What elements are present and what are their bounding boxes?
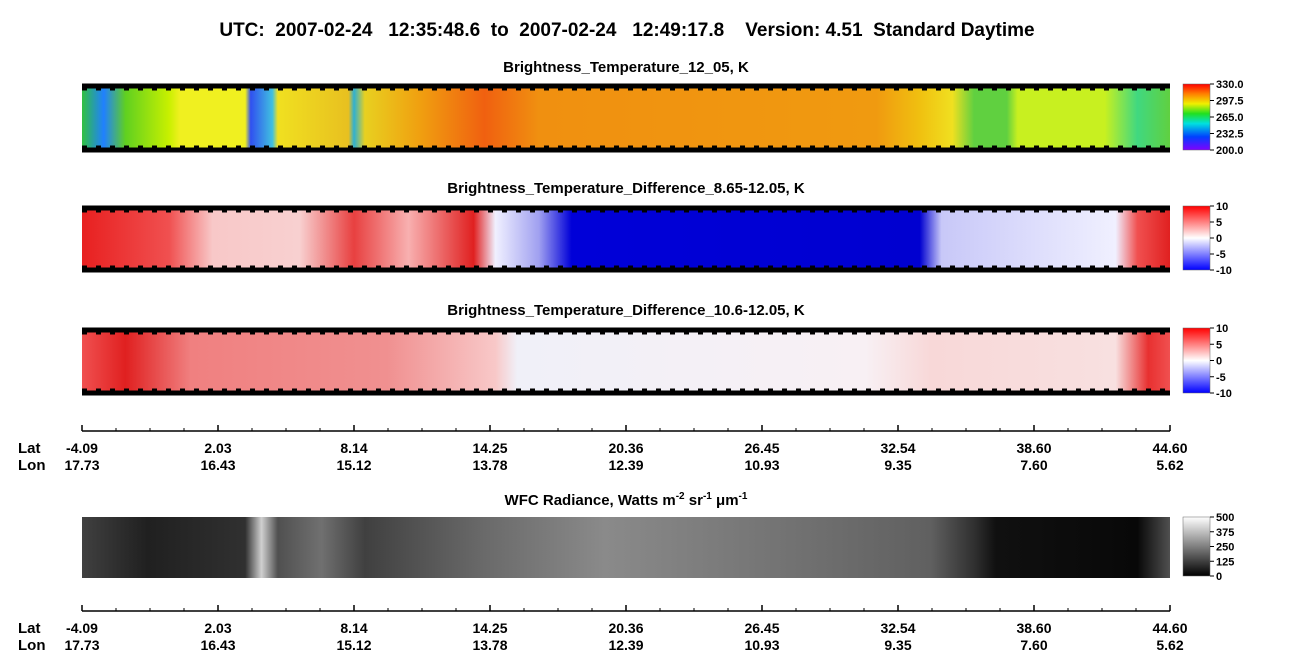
- colorbar-label: 375: [1216, 527, 1234, 539]
- figure-title: UTC: 2007-02-24 12:35:48.6 to 2007-02-24…: [219, 20, 1034, 41]
- lon-value: 12.39: [608, 637, 643, 653]
- colorbar-label: 0: [1216, 571, 1222, 583]
- image-panel: [82, 517, 1170, 578]
- colorbar: [1182, 327, 1211, 394]
- title-superscript: -1: [739, 491, 748, 502]
- panel-title: Brightness_Temperature_Difference_10.6-1…: [447, 302, 805, 319]
- image-panel: [82, 84, 1170, 152]
- lon-value: 13.78: [472, 637, 507, 653]
- colorbar-label: 5: [1216, 217, 1222, 229]
- colorbar-label: 232.5: [1216, 129, 1244, 141]
- colorbar: [1182, 516, 1211, 577]
- lon-value: 15.12: [336, 457, 371, 473]
- lon-value: 9.35: [884, 637, 911, 653]
- image-panel: [82, 206, 1170, 272]
- panel-title: Brightness_Temperature_Difference_8.65-1…: [447, 180, 805, 197]
- title-text: Brightness_Temperature_Difference_10.6-1…: [447, 302, 805, 319]
- panel-title: Brightness_Temperature_12_05, K: [503, 59, 749, 76]
- lon-value: 7.60: [1020, 637, 1047, 653]
- title-text: μm: [712, 492, 739, 509]
- panel-title: WFC Radiance, Watts m-2 sr-1 μm-1: [505, 491, 748, 509]
- colorbar-label: 265.0: [1216, 112, 1244, 124]
- lat-value: 8.14: [340, 440, 367, 456]
- colorbar-label: -5: [1216, 372, 1226, 384]
- lon-value: 10.93: [744, 457, 779, 473]
- lat-value: 26.45: [744, 620, 779, 636]
- lon-value: 16.43: [200, 637, 235, 653]
- lat-value: 14.25: [472, 620, 507, 636]
- lon-value: 16.43: [200, 457, 235, 473]
- colorbar-label: -5: [1216, 249, 1226, 261]
- colorbar-label: 297.5: [1216, 96, 1244, 108]
- lon-value: 13.78: [472, 457, 507, 473]
- colorbar: [1182, 83, 1211, 151]
- lon-value: 10.93: [744, 637, 779, 653]
- lat-label: Lat: [18, 440, 41, 457]
- lat-value: 20.36: [608, 440, 643, 456]
- lon-label: Lon: [18, 637, 46, 654]
- title-text: Brightness_Temperature_Difference_8.65-1…: [447, 180, 805, 197]
- colorbar-label: 125: [1216, 556, 1234, 568]
- lat-label: Lat: [18, 620, 41, 637]
- colorbar-label: 5: [1216, 339, 1222, 351]
- lat-value: 32.54: [880, 620, 915, 636]
- lon-value: 5.62: [1156, 457, 1183, 473]
- colorbar-label: 330.0: [1216, 79, 1244, 91]
- lat-value: 44.60: [1152, 620, 1187, 636]
- lat-value: 2.03: [204, 440, 231, 456]
- lon-value: 5.62: [1156, 637, 1183, 653]
- lon-value: 12.39: [608, 457, 643, 473]
- colorbar-label: 10: [1216, 201, 1228, 213]
- image-panel: [82, 328, 1170, 395]
- colorbar-label: 250: [1216, 542, 1234, 554]
- lat-value: -4.09: [66, 620, 98, 636]
- colorbar-label: -10: [1216, 265, 1232, 277]
- lat-value: -4.09: [66, 440, 98, 456]
- title-text: Brightness_Temperature_12_05, K: [503, 59, 749, 76]
- title-superscript: -2: [676, 491, 685, 502]
- title-superscript: -1: [703, 491, 712, 502]
- colorbar-label: 10: [1216, 323, 1228, 335]
- colorbar-label: 500: [1216, 512, 1234, 524]
- lat-value: 38.60: [1016, 620, 1051, 636]
- colorbar-label: 0: [1216, 233, 1222, 245]
- lat-value: 44.60: [1152, 440, 1187, 456]
- colorbar-label: 0: [1216, 356, 1222, 368]
- lat-value: 32.54: [880, 440, 915, 456]
- lon-label: Lon: [18, 457, 46, 474]
- lon-value: 17.73: [64, 637, 99, 653]
- colorbar-label: 200.0: [1216, 145, 1244, 157]
- title-text: sr: [685, 492, 704, 509]
- lon-value: 9.35: [884, 457, 911, 473]
- title-text: WFC Radiance, Watts m: [505, 492, 676, 509]
- lat-value: 2.03: [204, 620, 231, 636]
- lon-value: 17.73: [64, 457, 99, 473]
- lat-value: 14.25: [472, 440, 507, 456]
- lon-value: 15.12: [336, 637, 371, 653]
- lat-value: 26.45: [744, 440, 779, 456]
- colorbar-label: -10: [1216, 388, 1232, 400]
- lat-value: 8.14: [340, 620, 367, 636]
- colorbar: [1182, 205, 1211, 271]
- lon-value: 7.60: [1020, 457, 1047, 473]
- lat-value: 38.60: [1016, 440, 1051, 456]
- lat-value: 20.36: [608, 620, 643, 636]
